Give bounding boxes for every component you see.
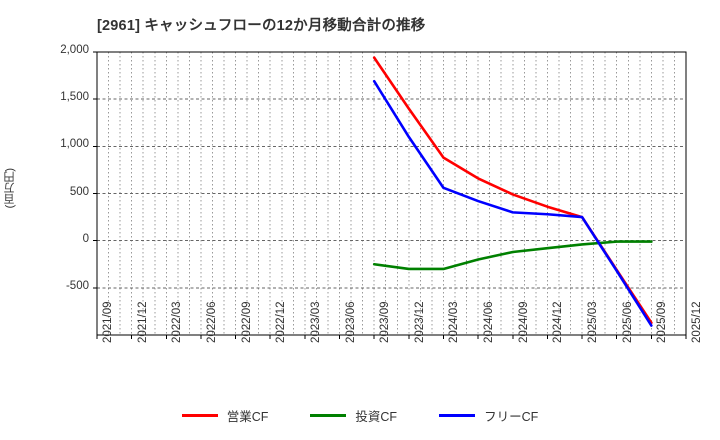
legend-item[interactable]: 投資CF	[310, 406, 397, 425]
x-tick-label: 2024/09	[517, 301, 530, 343]
y-tick-label: 2,000	[60, 44, 89, 56]
legend-item[interactable]: フリーCF	[439, 406, 538, 425]
x-tick-label: 2023/06	[344, 301, 357, 343]
y-tick-label: -500	[65, 279, 89, 292]
data-series-layer	[372, 56, 653, 327]
chart-title: [2961] キャッシュフローの12か月移動合計の推移	[97, 18, 426, 34]
y-tick-label: 0	[82, 232, 89, 245]
series-line	[372, 240, 653, 271]
x-tick-label: 2022/09	[240, 301, 253, 343]
x-tick-label: 2024/12	[552, 301, 565, 343]
x-tick-label: 2025/09	[656, 301, 669, 343]
legend-item[interactable]: 営業CF	[181, 406, 269, 425]
x-tick-label: 2025/12	[691, 301, 703, 343]
axis-ticks	[93, 51, 687, 339]
legend-color-swatch	[310, 414, 347, 417]
legend-color-swatch	[439, 414, 476, 417]
grid-lines	[96, 51, 687, 335]
legend-color-swatch	[181, 414, 218, 417]
x-tick-label: 2023/12	[413, 301, 426, 343]
x-tick-label: 2021/09	[102, 301, 114, 343]
y-tick-label: 500	[69, 185, 89, 198]
x-tick-label: 2025/06	[621, 301, 634, 343]
x-tick-label: 2022/12	[275, 301, 288, 343]
x-tick-label: 2025/03	[587, 301, 600, 343]
x-tick-label: 2021/12	[136, 301, 149, 343]
y-tick-label: 1,000	[60, 138, 89, 151]
x-tick-label: 2023/03	[309, 301, 322, 343]
chart-legend: 営業CF 投資CF フリーCF	[0, 406, 720, 425]
series-line	[372, 79, 653, 327]
x-tick-label: 2024/03	[448, 301, 461, 343]
legend-label: 営業CF	[226, 410, 269, 424]
x-tick-label: 2022/03	[171, 301, 184, 343]
x-tick-label: 2024/06	[483, 301, 496, 343]
y-tick-label: 1,500	[60, 91, 89, 104]
legend-label: フリーCF	[484, 410, 539, 424]
x-tick-label: 2023/09	[379, 301, 392, 343]
legend-label: 投資CF	[355, 410, 398, 424]
x-tick-label: 2022/06	[205, 301, 218, 343]
